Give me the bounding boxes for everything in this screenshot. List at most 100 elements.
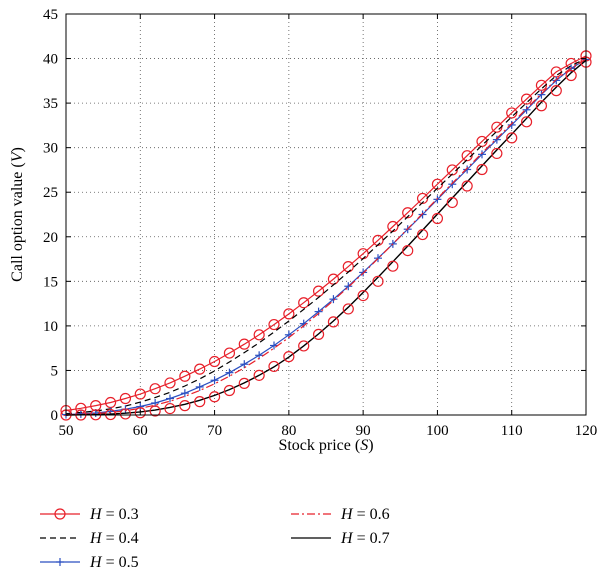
- legend: H = 0.3 H = 0.4 H = 0.5 H = 0.6 H = 0.7: [40, 506, 390, 571]
- data-point: [208, 391, 221, 403]
- data-point: [476, 163, 488, 176]
- legend-entry: H = 0.4: [40, 530, 139, 547]
- data-point: [134, 407, 146, 419]
- legend-entry: H = 0.3: [40, 506, 139, 523]
- series-4: [65, 59, 587, 416]
- x-tick-label: 90: [356, 423, 371, 439]
- y-tick-label: 0: [51, 408, 59, 424]
- data-point: [357, 289, 369, 302]
- legend-marker: [56, 558, 64, 566]
- y-tick-label: 40: [43, 52, 58, 68]
- data-point: [253, 329, 265, 341]
- data-point: [372, 275, 384, 287]
- data-point: [327, 316, 340, 328]
- series-line-0: [65, 55, 587, 412]
- data-point: [253, 369, 265, 381]
- data-point: [522, 105, 531, 114]
- series-layer: [60, 50, 592, 421]
- data-point: [507, 120, 516, 129]
- data-point: [134, 388, 146, 400]
- x-axis-label: Stock price (S): [278, 437, 373, 454]
- y-tick-label: 35: [43, 96, 58, 112]
- legend-entry: H = 0.6: [291, 506, 390, 523]
- ticks: 50 60 70 80 90 100 110 120 0 5 10 15 20 25 30 35 40 45: [43, 7, 597, 439]
- data-point: [387, 260, 399, 272]
- data-point: [374, 254, 382, 263]
- data-point: [194, 396, 206, 408]
- data-point: [433, 195, 442, 204]
- data-point: [149, 383, 161, 395]
- y-tick-label: 5: [51, 363, 59, 379]
- series-3: [65, 58, 587, 416]
- data-point: [164, 402, 176, 415]
- series-line-1: [65, 58, 587, 415]
- data-point: [210, 376, 219, 385]
- data-point: [550, 85, 562, 97]
- data-point: [565, 69, 577, 82]
- series-0: [60, 50, 592, 417]
- data-point: [314, 307, 323, 316]
- data-point: [448, 180, 457, 189]
- data-point: [119, 408, 132, 420]
- y-tick-label: 10: [43, 319, 58, 335]
- data-point: [238, 338, 250, 350]
- x-tick-label: 110: [501, 423, 523, 439]
- data-point: [166, 394, 174, 403]
- legend-label: H = 0.7: [340, 530, 390, 547]
- data-point: [344, 282, 353, 291]
- data-point: [119, 392, 132, 405]
- data-point: [535, 79, 548, 91]
- data-point: [342, 303, 354, 315]
- legend-label: H = 0.4: [89, 530, 139, 547]
- y-tick-label: 45: [43, 7, 58, 23]
- data-point: [164, 377, 176, 389]
- y-tick-label: 25: [43, 185, 58, 201]
- data-point: [312, 285, 325, 297]
- data-point: [520, 93, 533, 105]
- y-tick-label: 15: [43, 274, 58, 290]
- data-point: [329, 295, 338, 304]
- data-point: [535, 100, 548, 112]
- x-tick-label: 50: [59, 423, 74, 439]
- grid-lines: [66, 14, 586, 415]
- legend-label: H = 0.3: [89, 506, 139, 523]
- legend-marker: [54, 508, 66, 520]
- data-point: [225, 368, 234, 377]
- series-line-3: [65, 58, 587, 416]
- y-axis-label: Call option value (V): [9, 147, 26, 282]
- data-point: [446, 196, 458, 209]
- data-point: [298, 297, 310, 309]
- data-point: [149, 405, 161, 417]
- x-tick-label: 120: [575, 423, 598, 439]
- data-point: [312, 328, 325, 340]
- x-tick-label: 80: [281, 423, 296, 439]
- data-point: [195, 382, 204, 391]
- x-tick-label: 70: [207, 423, 222, 439]
- data-point: [223, 347, 236, 359]
- data-point: [179, 370, 191, 382]
- data-point: [537, 90, 546, 99]
- plot-frame: [65, 13, 587, 416]
- data-point: [431, 212, 444, 225]
- data-point: [283, 351, 295, 363]
- data-point: [223, 384, 236, 397]
- data-point: [179, 400, 191, 412]
- data-point: [418, 210, 427, 219]
- data-point: [491, 147, 503, 160]
- data-point: [461, 180, 473, 192]
- x-tick-label: 100: [426, 423, 449, 439]
- data-point: [520, 116, 533, 128]
- y-tick-label: 20: [43, 230, 58, 246]
- legend-entry: H = 0.5: [40, 554, 139, 571]
- data-point: [136, 402, 145, 411]
- data-point: [238, 377, 250, 389]
- series-1: [65, 58, 587, 415]
- data-point: [180, 389, 189, 398]
- data-point: [298, 340, 310, 352]
- data-point: [283, 308, 295, 320]
- legend-label: H = 0.5: [89, 554, 139, 571]
- data-point: [552, 76, 561, 85]
- data-point: [463, 165, 472, 174]
- data-point: [208, 355, 221, 368]
